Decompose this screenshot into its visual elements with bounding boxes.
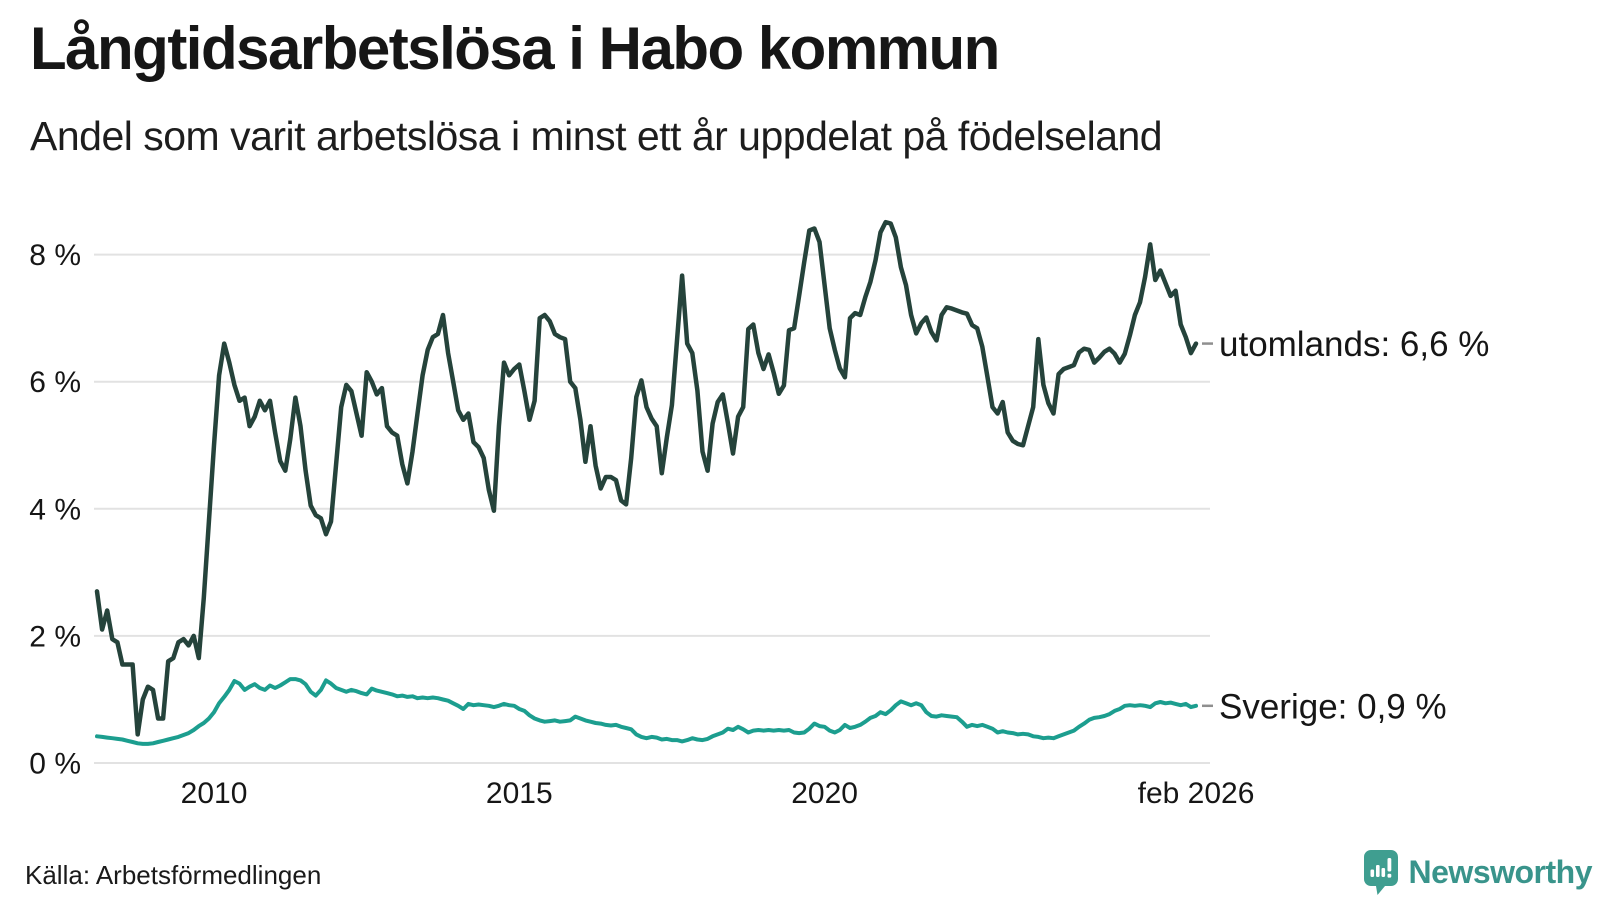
series-line-Sverige	[95, 677, 1198, 746]
newsworthy-icon	[1363, 849, 1398, 895]
y-tick-label: 8 %	[29, 239, 81, 272]
series-line-utomlands	[94, 219, 1199, 737]
series-end-label-utomlands: utomlands: 6,6 %	[1219, 325, 1489, 364]
series-end-label-Sverige: Sverige: 0,9 %	[1219, 687, 1447, 726]
newsworthy-wordmark: Newsworthy	[1408, 853, 1593, 890]
newsworthy-logo: Newsworthy	[1363, 846, 1593, 898]
x-tick-label: feb 2026	[1138, 777, 1255, 810]
y-tick-label: 6 %	[29, 366, 81, 399]
chart-subtitle: Andel som varit arbetslösa i minst ett å…	[30, 113, 1163, 159]
source-note: Källa: Arbetsförmedlingen	[25, 860, 322, 890]
x-tick-label: 2015	[486, 777, 553, 810]
y-tick-label: 0 %	[29, 748, 81, 781]
y-tick-label: 4 %	[29, 493, 81, 526]
x-tick-label: 2010	[181, 777, 248, 810]
chart-title: Långtidsarbetslösa i Habo kommun	[30, 15, 1000, 82]
x-tick-label: 2020	[791, 777, 858, 810]
y-tick-label: 2 %	[29, 620, 81, 653]
